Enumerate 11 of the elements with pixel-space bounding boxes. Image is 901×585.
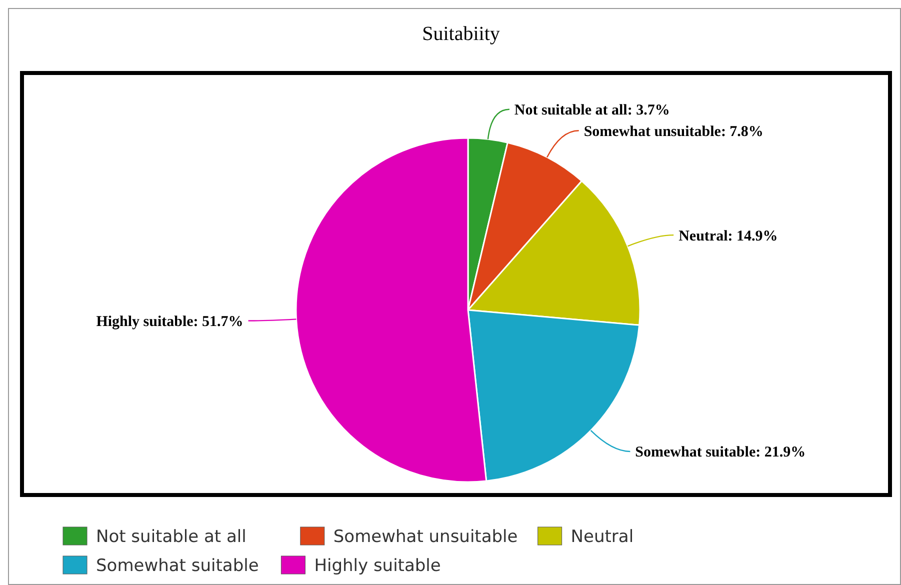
data-label: Somewhat unsuitable: 7.8%: [584, 124, 764, 140]
legend-label: Somewhat unsuitable: [333, 526, 518, 547]
data-label: Highly suitable: 51.7%: [96, 314, 244, 330]
legend-label: Neutral: [570, 526, 634, 547]
data-label: Not suitable at all: 3.7%: [514, 102, 670, 119]
chart-title: Suitabiity: [422, 23, 500, 45]
legend-label: Highly suitable: [314, 556, 441, 576]
data-label: Somewhat suitable: 21.9%: [635, 444, 806, 461]
data-label: Neutral: 14.9%: [678, 228, 778, 244]
legend-label: Not suitable at all: [96, 526, 246, 547]
legend-label: Somewhat suitable: [96, 556, 259, 576]
